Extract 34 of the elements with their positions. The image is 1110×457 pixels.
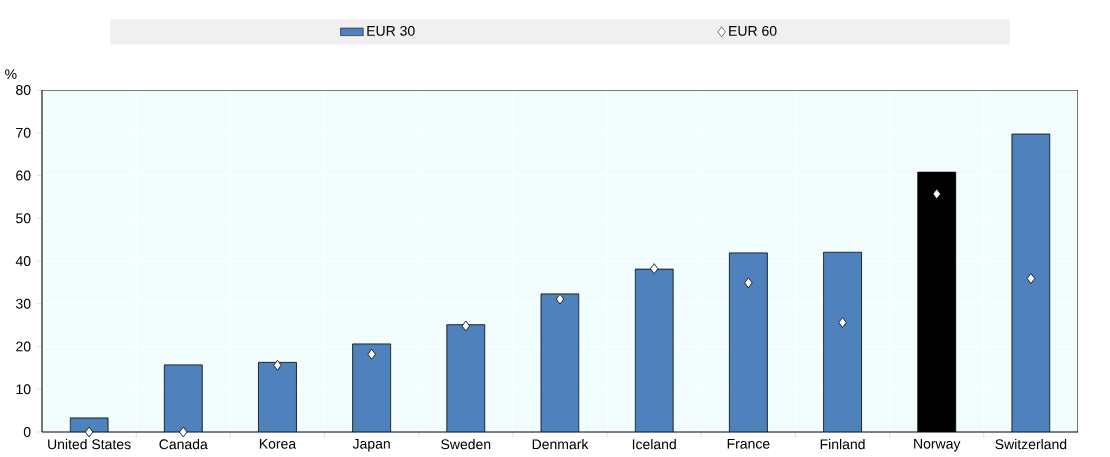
x-tick-label: Switzerland [995,438,1067,450]
y-axis-title: % [5,69,17,80]
x-tick-label: Iceland [632,438,676,450]
x-tick-label: France [727,438,770,449]
legend-label: EUR 30 [367,25,415,36]
point [461,320,470,332]
point [273,359,282,371]
y-tick-label: 10 [16,384,31,395]
x-tick-label: Norway [914,438,961,452]
x-tick-label: Sweden [441,438,491,450]
point [1026,273,1036,284]
y-tick-label: 80 [16,85,31,95]
point [367,348,376,360]
x-tick-label: United States [48,438,131,450]
x-tick-label: Canada [159,438,208,450]
point [84,426,94,438]
point [650,263,659,275]
y-tick-label: 70 [16,127,31,138]
x-tick-label: Denmark [532,438,589,450]
point [179,426,188,438]
y-tick-label: 40 [15,256,31,266]
point [838,317,847,328]
y-tick-label: 30 [16,298,31,309]
legend-label: EUR 60 [729,25,777,36]
point [555,293,565,305]
y-tick-label: 0 [23,427,31,437]
y-tick-label: 60 [16,170,31,181]
x-tick-label: Korea [259,438,297,449]
y-tick-label: 20 [16,341,31,352]
x-tick-label: Japan [352,438,390,452]
point [932,188,941,200]
x-tick-label: Finland [820,438,865,450]
y-tick-label: 50 [16,213,31,224]
point [744,277,753,289]
